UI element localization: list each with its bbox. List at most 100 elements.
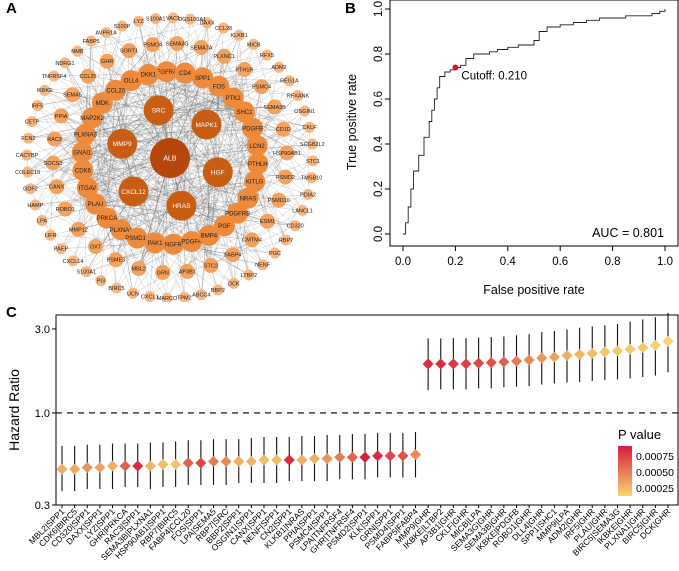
- network-node: [120, 70, 142, 92]
- forest-hr-marker: [94, 461, 106, 473]
- forest-hr-marker: [435, 358, 447, 370]
- network-node-label: S100P: [114, 24, 131, 30]
- network-edge: [122, 143, 287, 241]
- network-node-label: SHC1: [236, 110, 253, 116]
- network-edge: [102, 102, 108, 219]
- network-edge: [120, 229, 134, 294]
- network-edge: [155, 18, 218, 173]
- forest-hr-marker: [245, 455, 257, 467]
- forest-hr-marker: [498, 356, 510, 368]
- network-node: [150, 138, 190, 178]
- network-node: [297, 204, 309, 216]
- roc-y-tick-label: 0.6: [373, 91, 385, 107]
- network-node-label: SEMA3G: [166, 42, 189, 48]
- network-node: [212, 284, 224, 296]
- network-node: [121, 43, 137, 59]
- network-node: [45, 229, 57, 241]
- network-node: [131, 261, 147, 276]
- network-node-label: SEMA3B: [264, 105, 287, 111]
- network-edge: [60, 86, 220, 249]
- network-node: [26, 116, 38, 128]
- network-node: [67, 255, 79, 267]
- network-node: [248, 38, 260, 50]
- network-node-label: BMP4: [201, 234, 218, 240]
- network-node-label: FCN2: [21, 136, 35, 142]
- network-edge: [181, 95, 299, 206]
- forest-hr-marker: [144, 460, 156, 472]
- roc-x-tick-label: 0.8: [605, 256, 621, 268]
- forest-hr-marker: [536, 352, 548, 364]
- forest-hr-marker: [511, 355, 522, 367]
- network-node: [65, 87, 80, 103]
- network-node: [81, 107, 103, 129]
- network-node-label: DCK: [228, 281, 240, 287]
- network-node-label: GHR: [101, 59, 113, 65]
- network-node: [91, 92, 113, 114]
- forest-hr-marker: [624, 343, 636, 355]
- network-node: [234, 101, 255, 123]
- network-node-label: HGF: [211, 170, 225, 177]
- network-edge: [27, 134, 86, 173]
- forest-hr-marker: [561, 349, 573, 361]
- network-node-label: IRF5: [31, 104, 43, 110]
- forest-y-axis-label: Hazard Ratio: [6, 369, 22, 451]
- network-node-label: SPP1: [195, 76, 211, 82]
- network-edge: [252, 128, 314, 162]
- network-node: [167, 12, 179, 24]
- roc-y-tick-label: 0.8: [373, 46, 385, 62]
- network-edge: [77, 51, 171, 159]
- network-node-label: S100A1: [146, 17, 166, 23]
- network-node-label: MAP2K2: [80, 116, 104, 122]
- network-edge: [102, 102, 134, 294]
- network-node-label: RFXANK: [287, 93, 310, 99]
- network-edge: [77, 51, 207, 125]
- network-node-label: ITGAV: [79, 186, 97, 192]
- network-node-label: RAC3: [47, 137, 62, 143]
- network-node: [195, 289, 207, 301]
- network-node-label: S100A1: [77, 270, 97, 276]
- network-node: [55, 243, 67, 255]
- network-node: [143, 95, 174, 126]
- roc-cutoff-point: [452, 64, 459, 71]
- network-edge: [95, 54, 268, 205]
- network-node: [70, 221, 86, 237]
- network-edge: [131, 80, 245, 113]
- forest-hr-marker: [612, 345, 623, 357]
- network-edge: [217, 172, 312, 178]
- network-node: [181, 231, 203, 253]
- network-edge: [72, 237, 138, 262]
- forest-hr-marker: [460, 358, 472, 370]
- network-edge: [65, 80, 132, 210]
- network-node-label: PLXNC1: [213, 54, 234, 60]
- network-node-label: PTHLH: [248, 162, 268, 168]
- network-node: [275, 121, 291, 137]
- network-edge: [206, 124, 249, 276]
- network-edge: [131, 80, 310, 128]
- network-node-label: ESM1: [260, 219, 275, 225]
- network-node-label: AVPR1A: [96, 31, 118, 37]
- roc-cutoff-label: Cutoff: 0.210: [461, 71, 527, 83]
- forest-hr-marker: [662, 335, 674, 347]
- network-node: [233, 29, 245, 41]
- network-edge: [274, 106, 313, 145]
- network-node-label: CACYBP: [16, 153, 39, 159]
- network-node: [48, 70, 60, 82]
- network-node: [244, 171, 266, 192]
- network-edge: [27, 134, 86, 173]
- network-edge: [129, 50, 253, 129]
- network-node: [161, 292, 173, 302]
- network-node-label: MICB: [247, 42, 261, 48]
- forest-hr-marker: [182, 457, 194, 469]
- network-node: [137, 63, 159, 85]
- forest-hr-marker: [233, 455, 245, 467]
- network-node-label: CXCL1: [141, 295, 159, 301]
- network-node: [279, 145, 295, 161]
- network-node-label: RBP7: [279, 238, 293, 244]
- network-node: [306, 138, 318, 150]
- roc-x-axis-label: False positive rate: [483, 283, 584, 297]
- network-node-label: FOS: [213, 84, 225, 90]
- network-node-label: ALB: [163, 155, 177, 162]
- network-node: [267, 99, 283, 115]
- network-edge: [115, 90, 310, 128]
- network-edge: [60, 74, 149, 249]
